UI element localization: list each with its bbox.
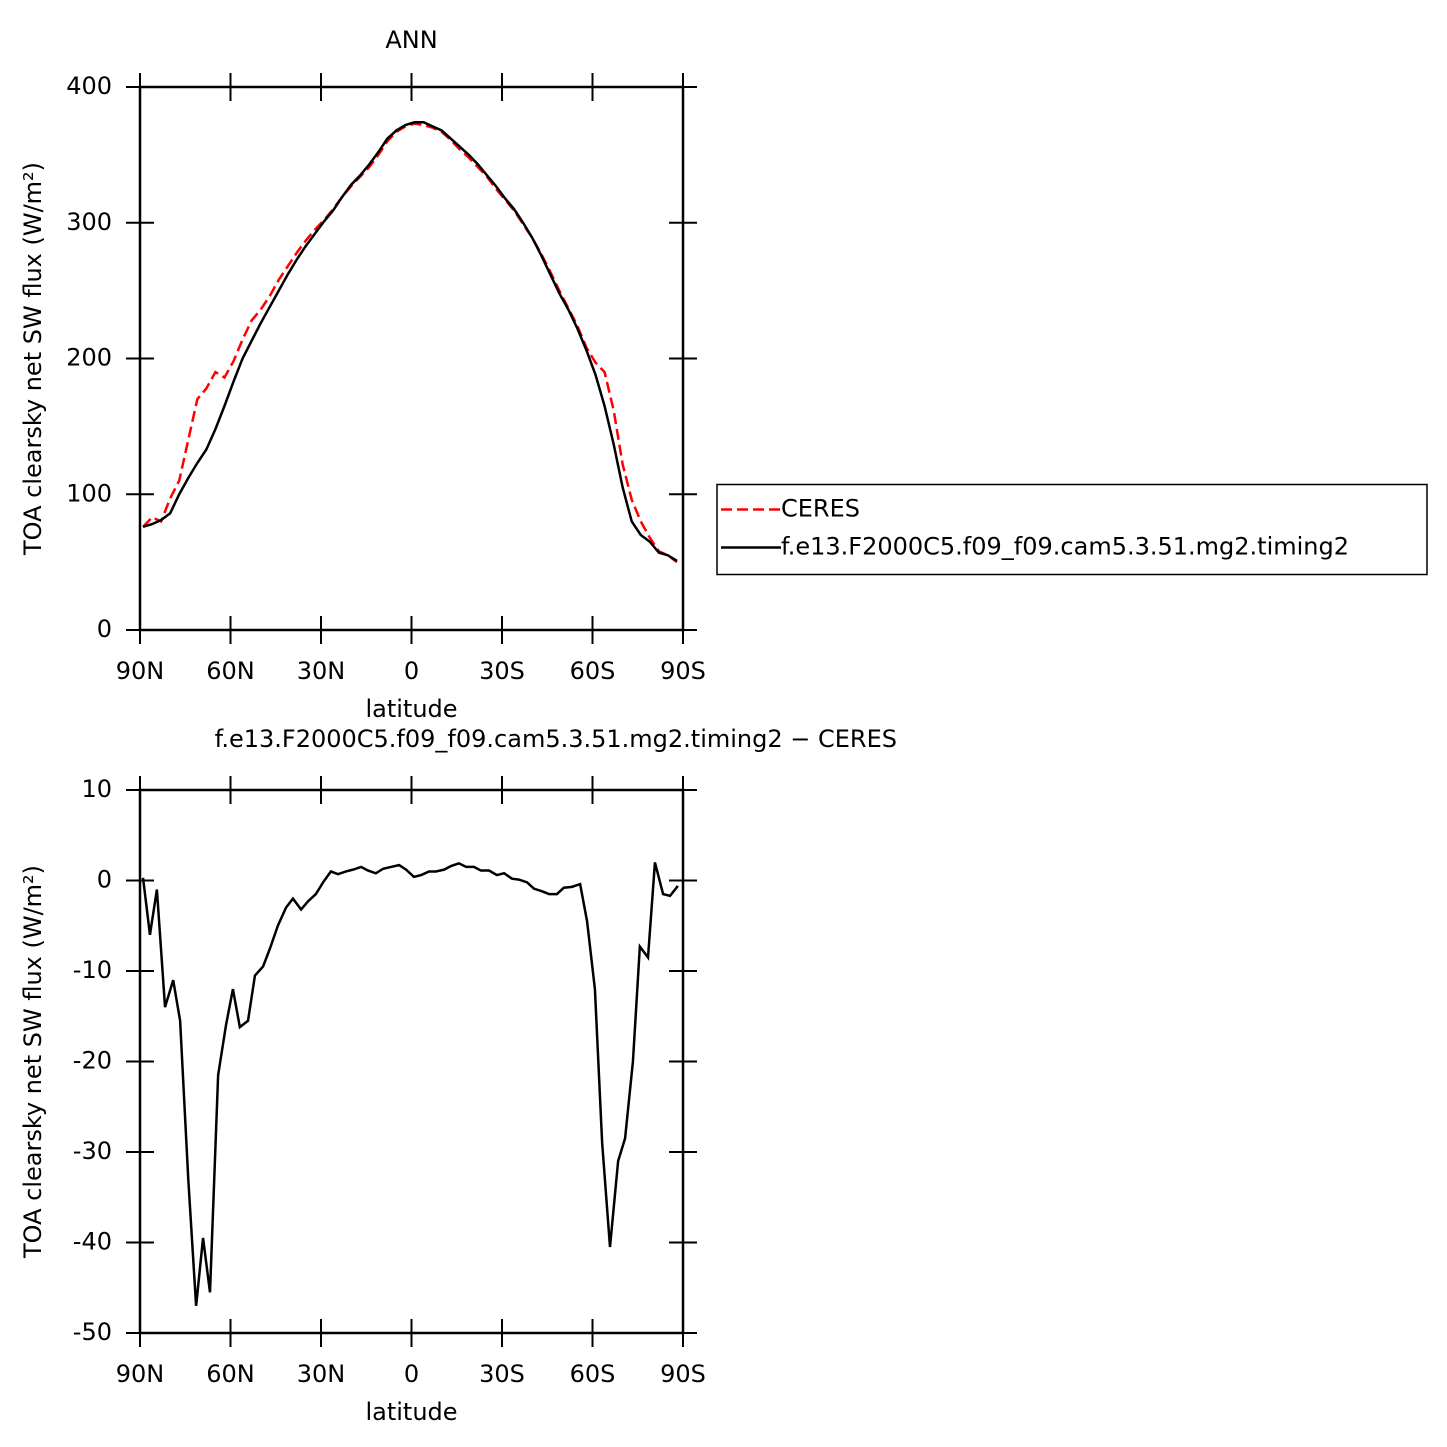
x-tick-label: 60S (570, 1360, 616, 1388)
x-tick-label: 90S (660, 1360, 706, 1388)
x-axis-label: latitude (365, 695, 457, 723)
y-tick-label: 0 (97, 866, 112, 894)
x-tick-label: 60N (206, 1360, 255, 1388)
x-tick-label: 0 (404, 1360, 419, 1388)
x-axis-label: latitude (365, 1398, 457, 1426)
y-tick-label: 0 (97, 615, 112, 643)
x-tick-label: 90N (116, 1360, 165, 1388)
y-tick-label: 400 (66, 72, 112, 100)
y-tick-label: 10 (81, 775, 112, 803)
y-tick-label: -10 (73, 956, 112, 984)
legend-box (716, 483, 1428, 576)
x-tick-label: 30N (297, 1360, 346, 1388)
y-axis-label: TOA clearsky net SW flux (W/m²) (19, 162, 47, 556)
data-line (142, 122, 678, 564)
y-tick-label: -40 (73, 1228, 112, 1256)
plot-frame (138, 85, 685, 632)
y-tick-label: -50 (73, 1318, 112, 1346)
x-tick-label: 0 (404, 657, 419, 685)
x-tick-label: 30N (297, 657, 346, 685)
y-tick-label: 100 (66, 479, 112, 507)
legend-label: f.e13.F2000C5.f09_f09.cam5.3.51.mg2.timi… (781, 533, 1349, 561)
x-tick-label: 60N (206, 657, 255, 685)
y-tick-label: -30 (73, 1137, 112, 1165)
chart-title: ANN (385, 26, 437, 54)
y-axis-label: TOA clearsky net SW flux (W/m²) (19, 865, 47, 1259)
plot-frame (138, 788, 685, 1335)
chart-title: f.e13.F2000C5.f09_f09.cam5.3.51.mg2.timi… (215, 725, 897, 753)
data-line (141, 861, 679, 1306)
x-tick-label: 30S (479, 657, 525, 685)
x-tick-label: 30S (479, 1360, 525, 1388)
x-tick-label: 90S (660, 657, 706, 685)
x-tick-label: 60S (570, 657, 616, 685)
legend-label: CERES (781, 495, 860, 523)
data-line (142, 121, 678, 562)
y-tick-label: 300 (66, 208, 112, 236)
x-tick-label: 90N (116, 657, 165, 685)
y-tick-label: -20 (73, 1047, 112, 1075)
y-tick-label: 200 (66, 344, 112, 372)
